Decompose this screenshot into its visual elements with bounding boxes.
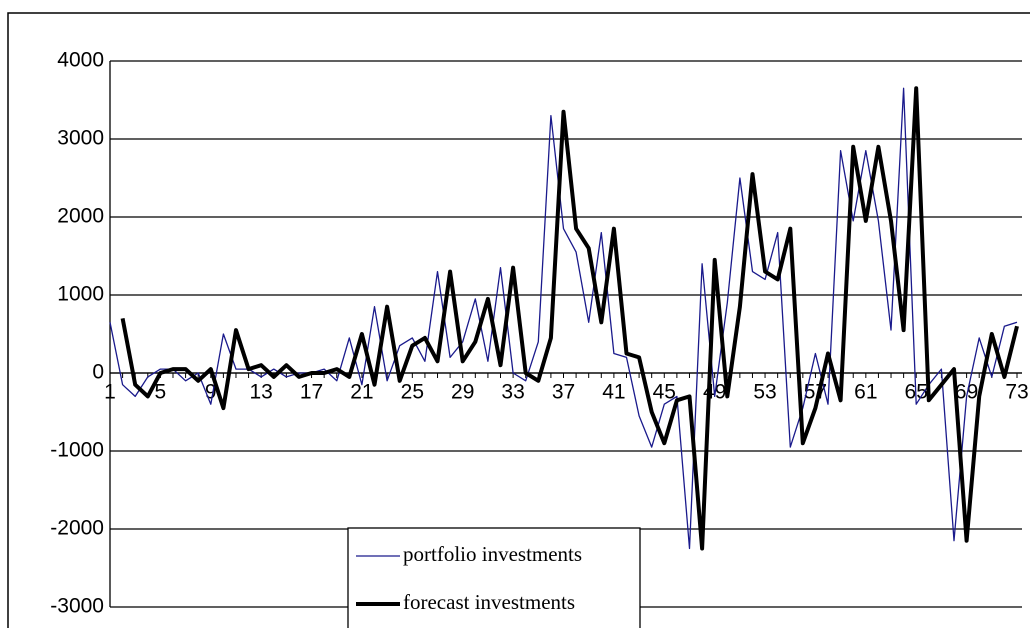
series-line: [109, 87, 1018, 550]
y-tick-label: 1000: [57, 283, 104, 306]
x-tick-label: 41: [602, 381, 625, 404]
x-tick-label: 17: [300, 381, 323, 404]
x-tick-label: 5: [155, 381, 167, 404]
x-tick-label: 33: [501, 381, 524, 404]
x-tick-label: 73: [1005, 381, 1028, 404]
x-tick-label: 1: [104, 381, 116, 404]
legend-label: forecast investments: [403, 590, 575, 614]
y-tick-label: 3000: [57, 127, 104, 150]
x-tick-label: 69: [955, 381, 978, 404]
legend-box: [347, 527, 641, 628]
x-tick-label: 9: [205, 381, 217, 404]
y-tick-label: 0: [92, 361, 104, 384]
x-tick-label: 13: [249, 381, 272, 404]
series-line: [120, 86, 1019, 551]
x-tick-label: 61: [854, 381, 877, 404]
y-tick-label: -2000: [50, 517, 104, 540]
x-tick-label: 45: [653, 381, 676, 404]
x-tick-label: 29: [451, 381, 474, 404]
legend-label: portfolio investments: [403, 542, 582, 566]
y-tick-label: -3000: [50, 595, 104, 618]
y-tick-label: -1000: [50, 439, 104, 462]
x-tick-label: 21: [350, 381, 373, 404]
y-tick-label: 2000: [57, 205, 104, 228]
x-tick-label: 53: [753, 381, 776, 404]
y-tick-label: 4000: [57, 49, 104, 72]
x-tick-label: 37: [552, 381, 575, 404]
x-tick-label: 25: [401, 381, 424, 404]
